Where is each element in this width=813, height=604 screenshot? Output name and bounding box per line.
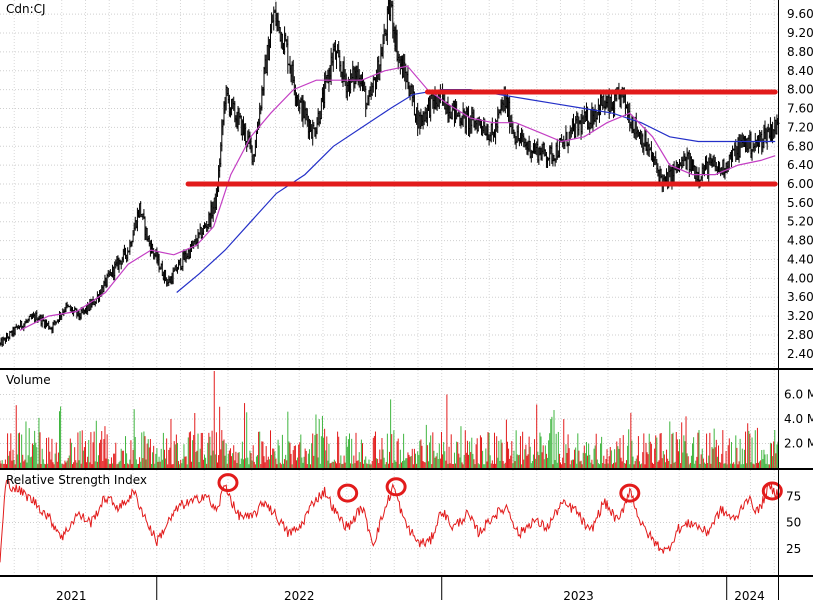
rsi-highlight-circle [761, 481, 783, 501]
price-tick-label: 7.60 [787, 102, 813, 116]
volume-tick-label: 6.0 M [784, 388, 813, 402]
price-tick-label: 9.20 [787, 26, 813, 40]
rsi-highlight-circle [337, 483, 359, 503]
rsi-panel-title: Relative Strength Index [6, 473, 147, 487]
price-tick-label: 2.80 [787, 328, 813, 342]
price-tick-label: 5.60 [787, 196, 813, 210]
price-tick-label: 9.60 [787, 7, 813, 21]
volume-tick-label: 4.0 M [784, 412, 813, 426]
year-tick-label: 2024 [734, 589, 765, 600]
volume-tick-label: 2.0 M [784, 437, 813, 451]
price-tick-label: 8.40 [787, 64, 813, 78]
price-tick-label: 8.00 [787, 83, 813, 97]
fast-moving-average-line [19, 65, 776, 331]
rsi-tick-label: 50 [786, 516, 801, 530]
price-tick-label: 4.40 [787, 252, 813, 266]
price-tick-label: 6.00 [787, 177, 813, 191]
rsi-tick-label: 25 [786, 542, 801, 556]
rsi-highlight-circle [619, 483, 641, 503]
rsi-line [0, 479, 779, 563]
price-tick-label: 4.00 [787, 271, 813, 285]
price-tick-label: 2.40 [787, 347, 813, 361]
year-tick-label: 2022 [284, 589, 315, 600]
price-tick-label: 7.20 [787, 120, 813, 134]
symbol-label: Cdn:CJ [6, 2, 46, 16]
year-tick-label: 2021 [56, 589, 87, 600]
rsi-highlight-circle [217, 473, 239, 493]
price-tick-label: 8.80 [787, 45, 813, 59]
price-tick-label: 5.20 [787, 215, 813, 229]
year-tick-label: 2023 [563, 589, 594, 600]
price-tick-label: 3.20 [787, 309, 813, 323]
rsi-tick-label: 75 [786, 489, 801, 503]
rsi-highlight-circle [385, 477, 407, 497]
price-tick-label: 6.80 [787, 139, 813, 153]
price-tick-label: 4.80 [787, 234, 813, 248]
price-tick-label: 6.40 [787, 158, 813, 172]
volume-panel-title: Volume [6, 373, 51, 387]
price-tick-label: 3.60 [787, 290, 813, 304]
